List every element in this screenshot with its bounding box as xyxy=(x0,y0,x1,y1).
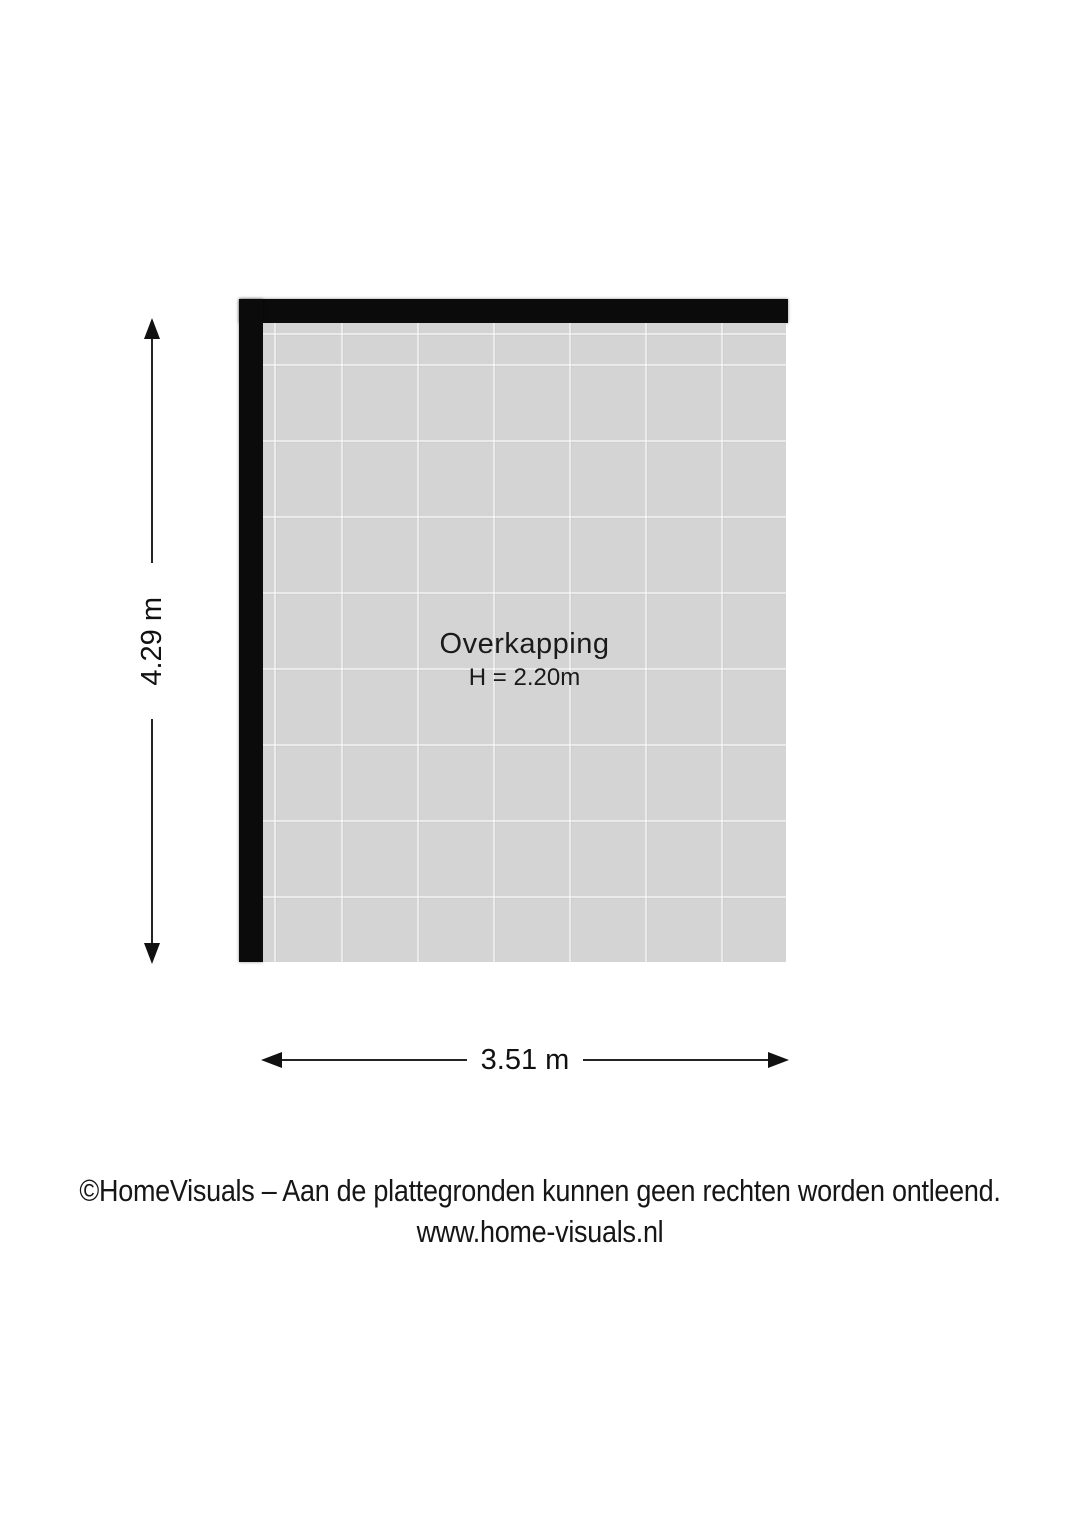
arrow-down-icon xyxy=(144,943,160,965)
wall-top xyxy=(239,299,788,323)
footer: ©HomeVisuals – Aan de plattegronden kunn… xyxy=(70,1170,1010,1252)
vertical-dimension-label: 4.29 m xyxy=(135,596,168,686)
arrow-right-icon xyxy=(768,1052,790,1068)
horizontal-dimension: 3.51 m xyxy=(261,1043,790,1076)
room-floor: Overkapping H = 2.20m xyxy=(263,323,786,962)
arrow-left-icon xyxy=(261,1052,282,1068)
room-name: Overkapping xyxy=(439,628,610,660)
horizontal-dimension-label: 3.51 m xyxy=(480,1043,570,1076)
footer-website: www.home-visuals.nl xyxy=(416,1214,664,1249)
dimension-line-segment xyxy=(583,1059,769,1061)
vertical-dimension: 4.29 m xyxy=(135,318,168,965)
room-height-label: H = 2.20m xyxy=(468,664,581,691)
room-label: Overkapping H = 2.20m xyxy=(263,626,786,694)
dimension-line-segment xyxy=(151,719,153,944)
arrow-up-icon xyxy=(144,318,160,339)
footer-disclaimer: ©HomeVisuals – Aan de plattegronden kunn… xyxy=(79,1173,1001,1208)
dimension-line-segment xyxy=(151,339,153,563)
wall-left xyxy=(239,299,263,962)
dimension-line-segment xyxy=(282,1059,467,1061)
